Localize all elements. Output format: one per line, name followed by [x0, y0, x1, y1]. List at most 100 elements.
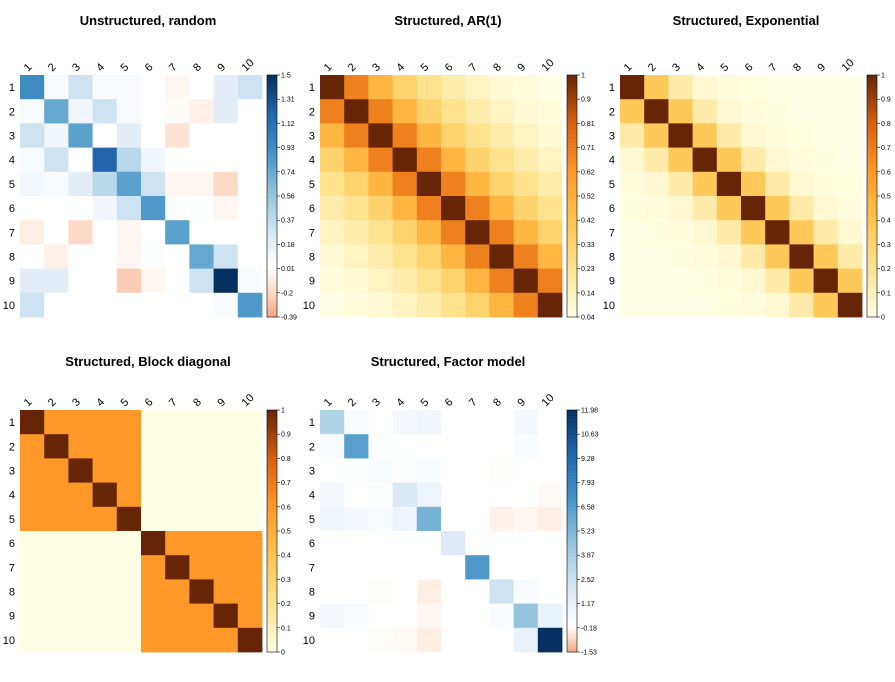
heatmap-cell [537, 75, 563, 100]
heatmap-cell [537, 458, 563, 483]
colorbar-segment [567, 147, 577, 152]
heatmap-cell [68, 123, 93, 148]
colorbar-segment [267, 630, 277, 635]
colorbar-segment [567, 138, 577, 142]
colorbar-segment [567, 648, 577, 653]
colorbar-segment [267, 87, 277, 91]
colorbar-segment [267, 552, 277, 556]
colorbar-segment [267, 422, 277, 426]
colorbar-segment [567, 636, 577, 641]
heatmap-cell [368, 458, 393, 483]
colorbar-segment [267, 114, 277, 118]
colorbar-segment [567, 561, 577, 565]
colorbar-segment [267, 208, 277, 212]
heatmap-cell [344, 123, 369, 148]
colorbar-tick-label: 0.74 [281, 169, 295, 176]
colorbar-segment [567, 117, 577, 121]
colorbar-segment [867, 310, 877, 315]
heatmap-cell [441, 482, 466, 508]
heatmap-cell [68, 579, 93, 604]
colorbar-segment [567, 162, 577, 167]
colorbar-segment [867, 289, 877, 294]
heatmap-cell [320, 555, 345, 580]
colorbar-segment [567, 512, 577, 517]
colorbar-segment [567, 446, 577, 450]
row-label: 3 [9, 131, 15, 143]
colorbar-segment [567, 558, 577, 562]
heatmap-cell [692, 292, 718, 318]
colorbar-segment [567, 494, 577, 499]
colorbar-segment [867, 256, 877, 260]
heatmap-cell [537, 147, 563, 173]
colorbar-segment [567, 485, 577, 490]
colorbar-tick-label: 0.2 [881, 266, 891, 273]
heatmap-cell [441, 292, 466, 318]
row-label: 4 [609, 155, 615, 167]
column-label: 10 [840, 57, 857, 74]
heatmap-cell [716, 171, 742, 197]
colorbar-segment [267, 576, 277, 580]
column-label: 3 [70, 61, 83, 74]
heatmap-cell [344, 603, 369, 629]
heatmap-cell [741, 268, 766, 294]
colorbar-segment [867, 159, 877, 164]
heatmap-cell [716, 292, 742, 318]
heatmap-cell [392, 410, 418, 435]
heatmap-cell [68, 196, 93, 221]
colorbar-segment [567, 292, 577, 297]
colorbar-segment [267, 105, 277, 109]
row-label: 1 [309, 417, 315, 429]
heatmap-cell [392, 292, 418, 318]
row-label: 10 [603, 300, 615, 312]
colorbar-segment [267, 84, 277, 88]
colorbar-segment [267, 199, 277, 203]
heatmap-cell [441, 603, 466, 629]
heatmap-cell [165, 410, 190, 435]
heatmap-cell [116, 147, 142, 173]
heatmap-cell [116, 506, 142, 532]
heatmap-cell [344, 482, 369, 508]
heatmap-cell [789, 171, 814, 197]
colorbar-segment [567, 534, 577, 538]
row-label: 4 [309, 155, 315, 167]
colorbar-segment [567, 630, 577, 635]
colorbar-segment [867, 232, 877, 236]
colorbar-segment [867, 75, 877, 79]
colorbar-segment [267, 470, 277, 474]
heatmap-cell [668, 123, 693, 148]
colorbar-segment [267, 446, 277, 450]
heatmap-cell [165, 603, 190, 629]
colorbar-segment [267, 165, 277, 170]
column-label: 8 [191, 61, 204, 74]
colorbar-segment [267, 205, 277, 209]
colorbar-tick-label: 5.23 [581, 529, 595, 536]
colorbar-tick-label: -0.2 [281, 290, 293, 297]
heatmap-cell [165, 482, 190, 508]
heatmap-cell [189, 196, 214, 221]
colorbar-segment [867, 171, 877, 176]
heatmap-cell [368, 75, 393, 100]
heatmap-cell [489, 458, 514, 483]
heatmap-cell [344, 627, 369, 653]
colorbar-segment [267, 138, 277, 142]
colorbar-tick-label: 0.04 [581, 315, 595, 322]
heatmap-cell [213, 434, 239, 459]
row-label: 10 [303, 635, 315, 647]
heatmap-cell [368, 147, 393, 173]
heatmap-cell [813, 196, 839, 221]
heatmap-panel: Structured, Factor model1122334455667788… [303, 354, 599, 657]
heatmap-cell [20, 458, 45, 483]
colorbar-segment [567, 199, 577, 203]
heatmap-cell [416, 268, 442, 294]
heatmap-cell [141, 147, 166, 173]
colorbar-segment [567, 540, 577, 544]
heatmap-cell [513, 75, 539, 100]
colorbar-segment [267, 183, 277, 188]
colorbar-segment [567, 189, 577, 194]
heatmap-cell [789, 75, 814, 100]
heatmap-cell [765, 196, 790, 221]
colorbar-segment [267, 129, 277, 133]
colorbar-segment [267, 443, 277, 447]
heatmap-cell [20, 171, 45, 197]
colorbar-segment [567, 129, 577, 133]
